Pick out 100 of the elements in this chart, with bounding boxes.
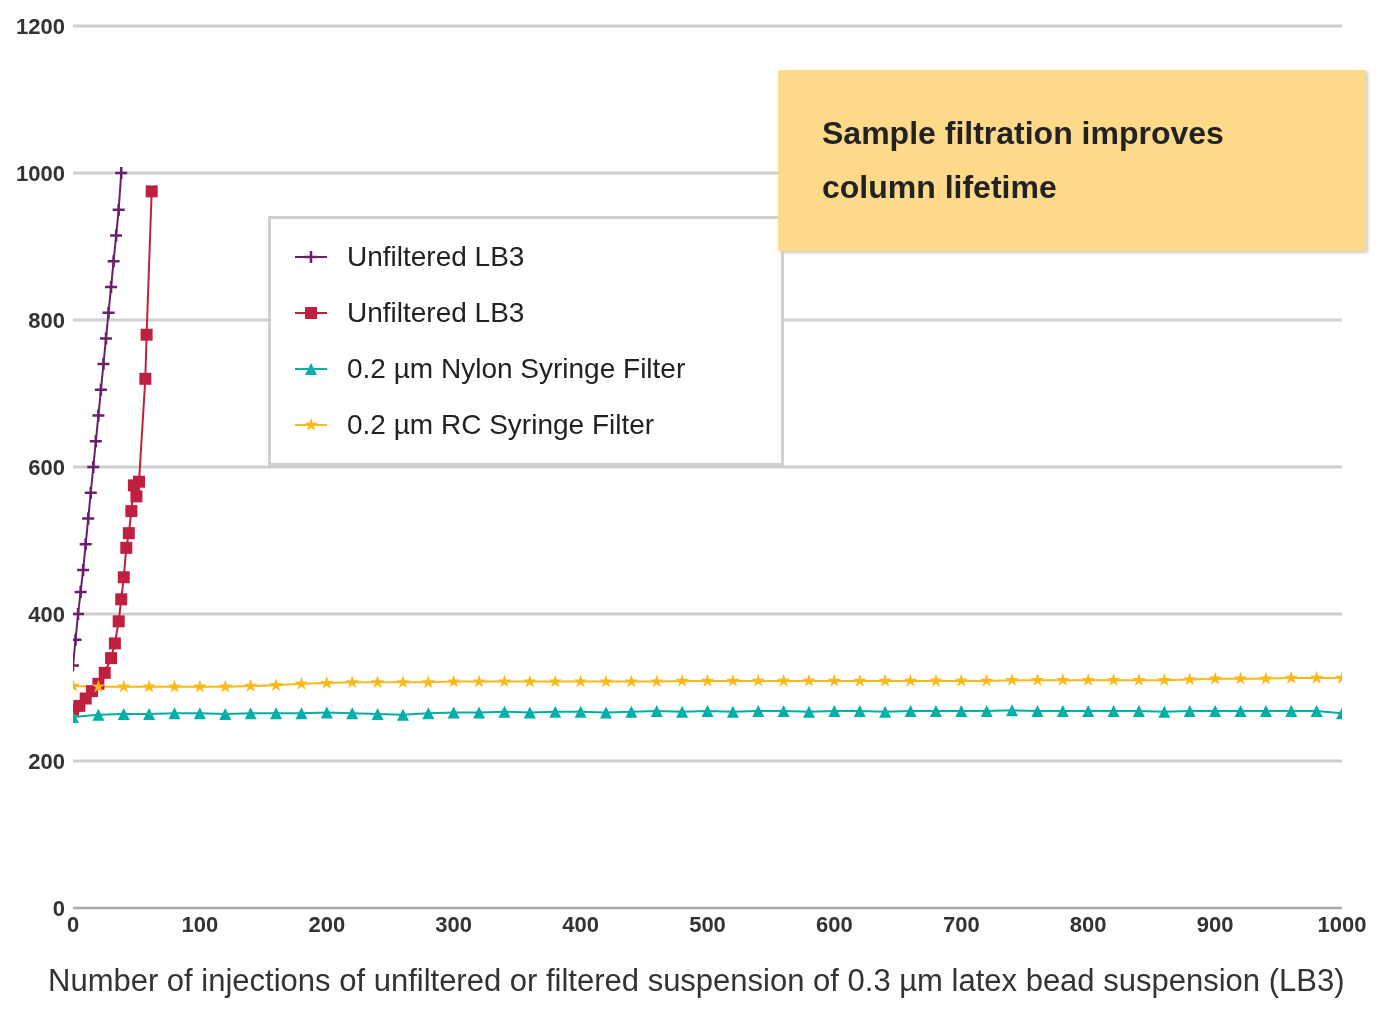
point <box>145 185 158 198</box>
point <box>599 674 613 688</box>
x-axis-title: Number of injections of unfiltered or filtered suspension of 0.3 µm latex bead suspension (LB3) <box>48 963 1345 999</box>
point <box>421 675 436 689</box>
point <box>574 705 587 718</box>
point <box>91 408 106 423</box>
point <box>396 675 410 689</box>
point <box>92 708 105 721</box>
x-tick-label: 500 <box>689 911 726 937</box>
x-tick-label: 100 <box>181 911 219 937</box>
point <box>1132 672 1146 686</box>
point <box>929 705 942 718</box>
point <box>904 705 917 718</box>
point <box>106 253 121 269</box>
point <box>649 674 664 688</box>
point <box>852 673 867 687</box>
point <box>1285 705 1298 718</box>
point <box>93 382 109 398</box>
point <box>1055 672 1070 686</box>
x-tick-label: 800 <box>1069 911 1107 937</box>
point <box>117 571 130 584</box>
point <box>120 541 133 554</box>
point <box>111 202 126 217</box>
point <box>244 707 257 720</box>
point <box>1006 704 1019 717</box>
point <box>193 679 207 693</box>
point <box>573 674 588 688</box>
point <box>828 705 841 718</box>
point <box>83 485 99 500</box>
point <box>98 331 114 346</box>
point <box>73 606 86 622</box>
point <box>523 706 536 719</box>
point <box>675 673 689 687</box>
point <box>1234 705 1247 718</box>
point <box>346 707 359 720</box>
point <box>422 707 435 720</box>
point <box>650 705 663 718</box>
point <box>168 707 181 720</box>
point <box>776 673 791 687</box>
x-tick-label: 400 <box>562 911 599 937</box>
point <box>122 527 135 540</box>
legend-label: 0.2 µm RC Syringe Filter <box>347 409 655 441</box>
y-tick-label: 0 <box>52 895 65 921</box>
point <box>472 674 486 688</box>
point <box>700 673 715 687</box>
point <box>625 705 638 718</box>
point <box>295 707 308 720</box>
point <box>219 707 232 720</box>
point <box>1107 705 1120 718</box>
point <box>101 305 116 320</box>
point <box>1158 705 1171 718</box>
legend-label: 0.2 µm Nylon Syringe Filter <box>347 353 686 385</box>
point <box>803 705 816 718</box>
point <box>1132 705 1145 718</box>
y-tick-label: 400 <box>28 601 65 627</box>
point <box>193 707 206 720</box>
point <box>270 707 283 720</box>
point <box>624 674 639 688</box>
point <box>1309 670 1324 684</box>
point <box>98 666 111 679</box>
x-tick-label: 600 <box>816 911 853 937</box>
point <box>853 705 866 718</box>
point <box>117 707 130 720</box>
point <box>112 615 125 628</box>
point <box>522 674 537 688</box>
point <box>78 536 93 552</box>
point <box>980 705 993 718</box>
y-tick-label: 1200 <box>16 13 65 39</box>
point <box>115 593 128 606</box>
point <box>979 673 994 687</box>
y-tick-label: 600 <box>28 454 65 480</box>
point <box>294 676 309 690</box>
point <box>954 673 969 687</box>
point <box>752 705 765 718</box>
point <box>269 678 283 692</box>
point <box>75 562 91 578</box>
point <box>108 637 121 650</box>
point <box>903 673 918 687</box>
point <box>1259 705 1272 718</box>
point <box>548 674 563 688</box>
point <box>319 675 334 689</box>
point <box>497 674 512 688</box>
y-tick-label: 200 <box>28 748 65 774</box>
point <box>1082 705 1095 718</box>
point <box>1310 705 1323 718</box>
point <box>498 705 511 718</box>
point <box>396 708 409 721</box>
point <box>599 706 612 719</box>
y-tick-label: 1000 <box>16 160 65 186</box>
point <box>108 228 124 243</box>
x-tick-label: 200 <box>308 911 346 937</box>
point <box>879 705 892 718</box>
point <box>878 673 893 687</box>
point <box>86 459 101 475</box>
point <box>1209 705 1222 718</box>
point <box>701 705 714 718</box>
point <box>751 673 766 687</box>
point <box>929 673 943 687</box>
point <box>1183 705 1196 718</box>
point <box>1031 705 1044 718</box>
